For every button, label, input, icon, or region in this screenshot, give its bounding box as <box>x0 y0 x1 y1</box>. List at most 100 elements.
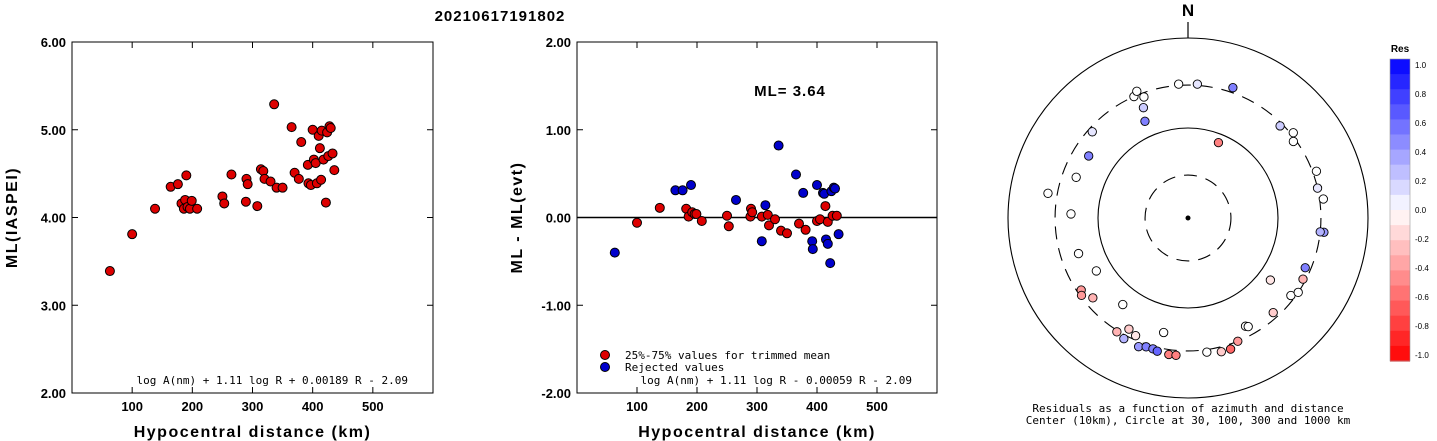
legend-marker <box>600 362 610 372</box>
data-point <box>696 216 707 227</box>
legend-label: Rejected values <box>625 361 724 374</box>
station-point <box>1087 127 1097 137</box>
station-point <box>1091 266 1101 276</box>
station-point <box>1138 103 1149 113</box>
colorbar-tick-label: 0.4 <box>1415 148 1427 157</box>
data-point <box>800 224 811 235</box>
y-tick-label: 6.00 <box>41 35 66 50</box>
data-point <box>127 229 138 240</box>
colorbar-tick-label: -1.0 <box>1415 351 1429 360</box>
data-point <box>794 218 804 229</box>
station-point <box>1173 79 1184 89</box>
station-point <box>1288 128 1298 138</box>
data-point <box>172 179 183 190</box>
station-point <box>1066 209 1076 219</box>
polar-caption-line1: Residuals as a function of azimuth and d… <box>1032 402 1343 415</box>
station-point <box>1192 79 1203 89</box>
data-point <box>722 210 732 221</box>
data-point <box>609 247 620 258</box>
colorbar-segment <box>1390 59 1410 75</box>
colorbar-segment <box>1390 164 1410 181</box>
data-point <box>277 182 288 193</box>
data-point <box>104 266 115 277</box>
data-point <box>316 174 327 185</box>
data-point <box>296 137 307 148</box>
colorbar-segment <box>1390 210 1410 226</box>
formula-text: log A(nm) + 1.11 log R + 0.00189 R - 2.0… <box>136 374 408 387</box>
station-point <box>1140 116 1150 126</box>
data-point <box>192 203 203 214</box>
formula-text: log A(nm) + 1.11 log R - 0.00059 R - 2.0… <box>640 374 912 387</box>
station-point <box>1228 83 1238 93</box>
station-point <box>1288 136 1299 147</box>
colorbar-tick-label: 0.6 <box>1415 119 1427 128</box>
y-tick-label: 1.00 <box>546 123 571 138</box>
station-point <box>1311 166 1322 176</box>
data-point <box>325 122 336 133</box>
station-point <box>1318 194 1328 204</box>
colorbar-tick-label: 0.0 <box>1415 206 1427 215</box>
station-point <box>1073 248 1084 259</box>
station-point <box>1112 327 1122 337</box>
colorbar-segment <box>1390 240 1410 256</box>
station-point <box>1312 183 1323 193</box>
colorbar-segment <box>1390 149 1410 166</box>
y-tick-label: 2.00 <box>41 386 66 401</box>
polar-caption-line2: Center (10km), Circle at 30, 100, 300 an… <box>1026 414 1351 427</box>
x-tick-label: 400 <box>302 399 324 414</box>
y-tick-label: 4.00 <box>41 211 66 226</box>
data-point <box>798 187 809 198</box>
data-point <box>756 236 767 247</box>
colorbar-title: Res <box>1391 44 1410 55</box>
station-point <box>1159 327 1169 338</box>
panel-polar: N Residuals as a function of azimuth and … <box>1007 1 1429 427</box>
y-axis-label: ML(IASPEI) <box>4 167 21 268</box>
station-point <box>1152 346 1162 356</box>
data-point <box>327 148 338 159</box>
colorbar-segment <box>1390 179 1410 196</box>
colorbar-segment <box>1390 134 1410 151</box>
data-point <box>677 185 688 196</box>
colorbar-segment <box>1390 89 1410 105</box>
x-axis-label: Hypocentral distance (km) <box>638 424 876 441</box>
event-id-title: 20210617191802 <box>434 8 566 25</box>
station-point <box>1298 274 1308 284</box>
data-point <box>219 198 230 209</box>
data-point <box>760 200 771 211</box>
station-point <box>1300 263 1310 273</box>
data-point <box>812 180 822 191</box>
colorbar-segment <box>1390 345 1410 362</box>
data-point <box>764 220 774 231</box>
colorbar-segment <box>1390 119 1410 136</box>
data-point <box>252 201 263 212</box>
legend-marker <box>600 350 610 360</box>
colorbar-segment <box>1390 270 1410 287</box>
data-point <box>691 208 702 219</box>
colorbar-tick-label: -0.8 <box>1415 322 1429 331</box>
data-point <box>226 169 237 180</box>
station-point <box>1293 287 1303 297</box>
center-dot <box>1185 215 1191 221</box>
data-point <box>770 214 780 225</box>
station-point <box>1132 86 1142 96</box>
station-point <box>1265 275 1276 285</box>
station-point <box>1171 350 1181 360</box>
distance-ring <box>1097 127 1279 309</box>
data-point <box>186 195 197 206</box>
distance-ring <box>1054 84 1322 352</box>
colorbar-segment <box>1390 225 1410 241</box>
x-tick-label: 300 <box>242 399 264 414</box>
legend-label: 25%-75% values for trimmed mean <box>625 349 830 362</box>
station-point <box>1315 227 1325 237</box>
data-point <box>654 202 665 213</box>
data-point <box>820 201 831 212</box>
colorbar-segment <box>1390 300 1410 317</box>
data-point <box>831 210 842 221</box>
colorbar-segment <box>1390 315 1410 332</box>
station-point <box>1213 137 1224 148</box>
x-tick-label: 500 <box>866 399 888 414</box>
data-point <box>686 180 696 191</box>
colorbar-segment <box>1390 330 1410 347</box>
colorbar-segment <box>1390 104 1410 120</box>
